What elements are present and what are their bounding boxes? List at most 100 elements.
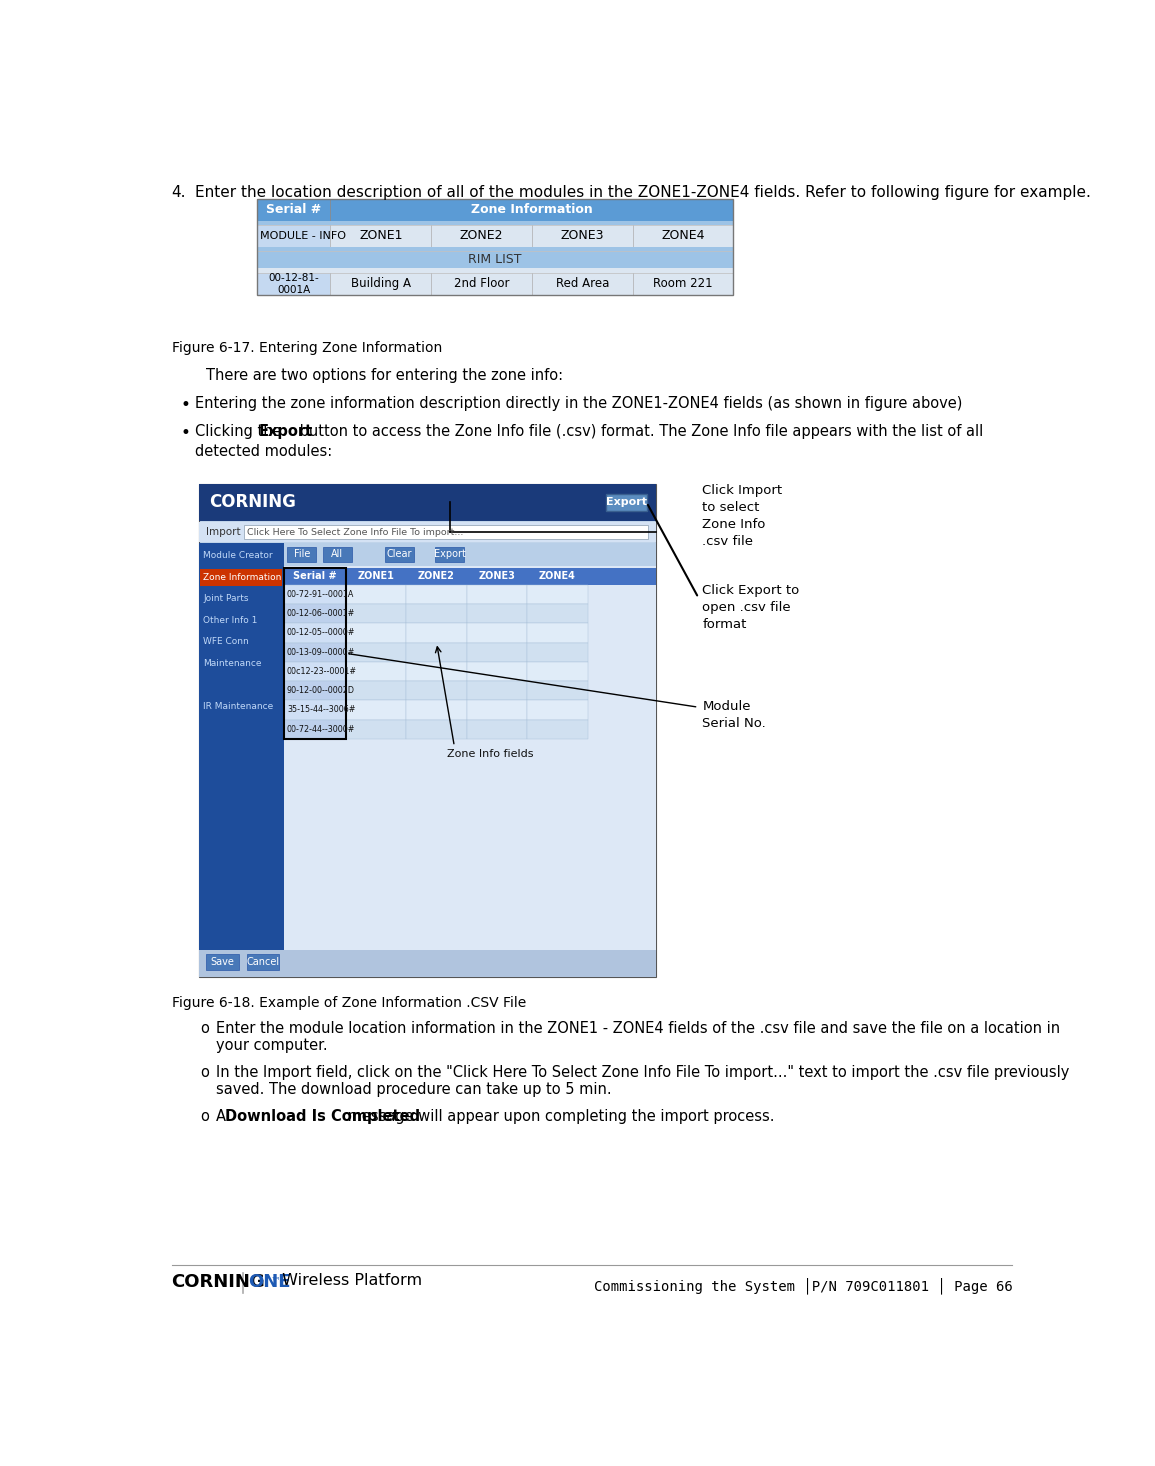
Bar	[284, 642, 345, 661]
Text: 00-13-09--0000#: 00-13-09--0000#	[286, 648, 356, 657]
Bar	[606, 494, 647, 510]
Bar	[345, 642, 407, 661]
Bar	[284, 661, 345, 682]
Bar	[345, 604, 407, 623]
Text: •: •	[181, 424, 191, 441]
Text: Zone Info fields: Zone Info fields	[447, 749, 534, 759]
Bar	[284, 720, 345, 739]
Text: 00-12-05--0000#: 00-12-05--0000#	[286, 629, 356, 638]
Text: Entering the zone information description directly in the ZONE1-ZONE4 fields (as: Entering the zone information descriptio…	[195, 396, 962, 410]
Bar	[467, 642, 527, 661]
Bar	[531, 273, 633, 295]
Bar	[527, 720, 588, 739]
Bar	[247, 954, 280, 970]
Text: IR Maintenance: IR Maintenance	[203, 702, 274, 711]
Bar	[345, 701, 407, 720]
Text: Clear: Clear	[387, 548, 412, 559]
Text: Save: Save	[210, 957, 234, 968]
Text: A: A	[216, 1110, 230, 1124]
Text: 4.: 4.	[171, 185, 186, 201]
Bar	[256, 251, 733, 268]
Bar	[345, 720, 407, 739]
Bar	[633, 273, 733, 295]
Text: All: All	[331, 548, 343, 559]
Text: CORNING: CORNING	[171, 1272, 266, 1292]
Bar	[467, 661, 527, 682]
Text: o: o	[200, 1110, 209, 1124]
Text: Serial #: Serial #	[293, 572, 337, 582]
Text: Building A: Building A	[351, 277, 411, 290]
Bar	[284, 544, 656, 566]
Text: Click Import
to select
Zone Info
.csv file: Click Import to select Zone Info .csv fi…	[702, 484, 782, 548]
Bar	[527, 585, 588, 604]
Text: ZONE3: ZONE3	[560, 230, 604, 242]
Text: Enter the module location information in the ZONE1 - ZONE4 fields of the .csv fi: Enter the module location information in…	[216, 1022, 1060, 1036]
Bar	[467, 720, 527, 739]
Bar	[199, 484, 656, 976]
Text: Clicking the: Clicking the	[195, 424, 286, 438]
Bar	[467, 682, 527, 701]
Text: CORNING: CORNING	[209, 494, 297, 512]
Bar	[345, 661, 407, 682]
Text: 00-72-44--3000#: 00-72-44--3000#	[286, 724, 356, 733]
Text: button to access the Zone Info file (.csv) format. The Zone Info file appears wi: button to access the Zone Info file (.cs…	[295, 424, 983, 438]
Bar	[330, 199, 733, 220]
Text: Click Export to
open .csv file
format: Click Export to open .csv file format	[702, 583, 799, 630]
Bar	[527, 661, 588, 682]
Bar	[407, 720, 467, 739]
Text: Cancel: Cancel	[246, 957, 280, 968]
Text: 00-72-91--0001A: 00-72-91--0001A	[286, 589, 355, 600]
Bar	[407, 682, 467, 701]
Text: ZONE2: ZONE2	[418, 572, 455, 582]
Text: Export: Export	[434, 548, 465, 559]
Bar	[467, 623, 527, 642]
Text: File: File	[293, 548, 310, 559]
Text: Click Here To Select Zone Info File To import...: Click Here To Select Zone Info File To i…	[247, 528, 463, 537]
Bar	[284, 682, 345, 701]
Text: Wireless Platform: Wireless Platform	[277, 1272, 422, 1289]
Bar	[256, 226, 330, 246]
Text: ZONE3: ZONE3	[478, 572, 515, 582]
Bar	[407, 642, 467, 661]
Text: ZONE1: ZONE1	[358, 572, 395, 582]
Text: In the Import field, click on the "Click Here To Select Zone Info File To import: In the Import field, click on the "Click…	[216, 1066, 1070, 1080]
Text: Room 221: Room 221	[654, 277, 713, 290]
Text: ZONE2: ZONE2	[460, 230, 504, 242]
Bar	[407, 623, 467, 642]
Bar	[527, 642, 588, 661]
Bar	[527, 604, 588, 623]
Bar	[633, 226, 733, 246]
Bar	[207, 954, 239, 970]
Bar	[345, 623, 407, 642]
Text: There are two options for entering the zone info:: There are two options for entering the z…	[207, 368, 564, 384]
Bar	[322, 547, 352, 561]
Text: •: •	[181, 396, 191, 413]
Bar	[527, 682, 588, 701]
Bar	[467, 585, 527, 604]
Text: Module Creator: Module Creator	[203, 551, 273, 560]
Text: Export: Export	[259, 424, 313, 438]
Bar	[385, 547, 415, 561]
Text: Import: Import	[207, 528, 241, 537]
Text: Red Area: Red Area	[556, 277, 609, 290]
Bar	[284, 567, 656, 585]
Bar	[256, 268, 733, 273]
Bar	[284, 604, 345, 623]
Bar	[527, 701, 588, 720]
Bar	[431, 273, 531, 295]
Text: 35-15-44--3006#: 35-15-44--3006#	[286, 705, 356, 714]
Text: ZONE4: ZONE4	[662, 230, 705, 242]
Text: ZONE1: ZONE1	[359, 230, 402, 242]
Bar	[527, 623, 588, 642]
Text: detected modules:: detected modules:	[195, 444, 331, 459]
Bar	[199, 544, 284, 950]
Text: Other Info 1: Other Info 1	[203, 616, 258, 625]
Bar	[199, 484, 656, 520]
Text: 90-12-00--0002D: 90-12-00--0002D	[286, 686, 355, 695]
Bar	[284, 585, 345, 604]
Bar	[345, 682, 407, 701]
Text: ZONE4: ZONE4	[539, 572, 576, 582]
Bar	[330, 226, 431, 246]
Bar	[256, 220, 733, 226]
Text: o: o	[200, 1066, 209, 1080]
